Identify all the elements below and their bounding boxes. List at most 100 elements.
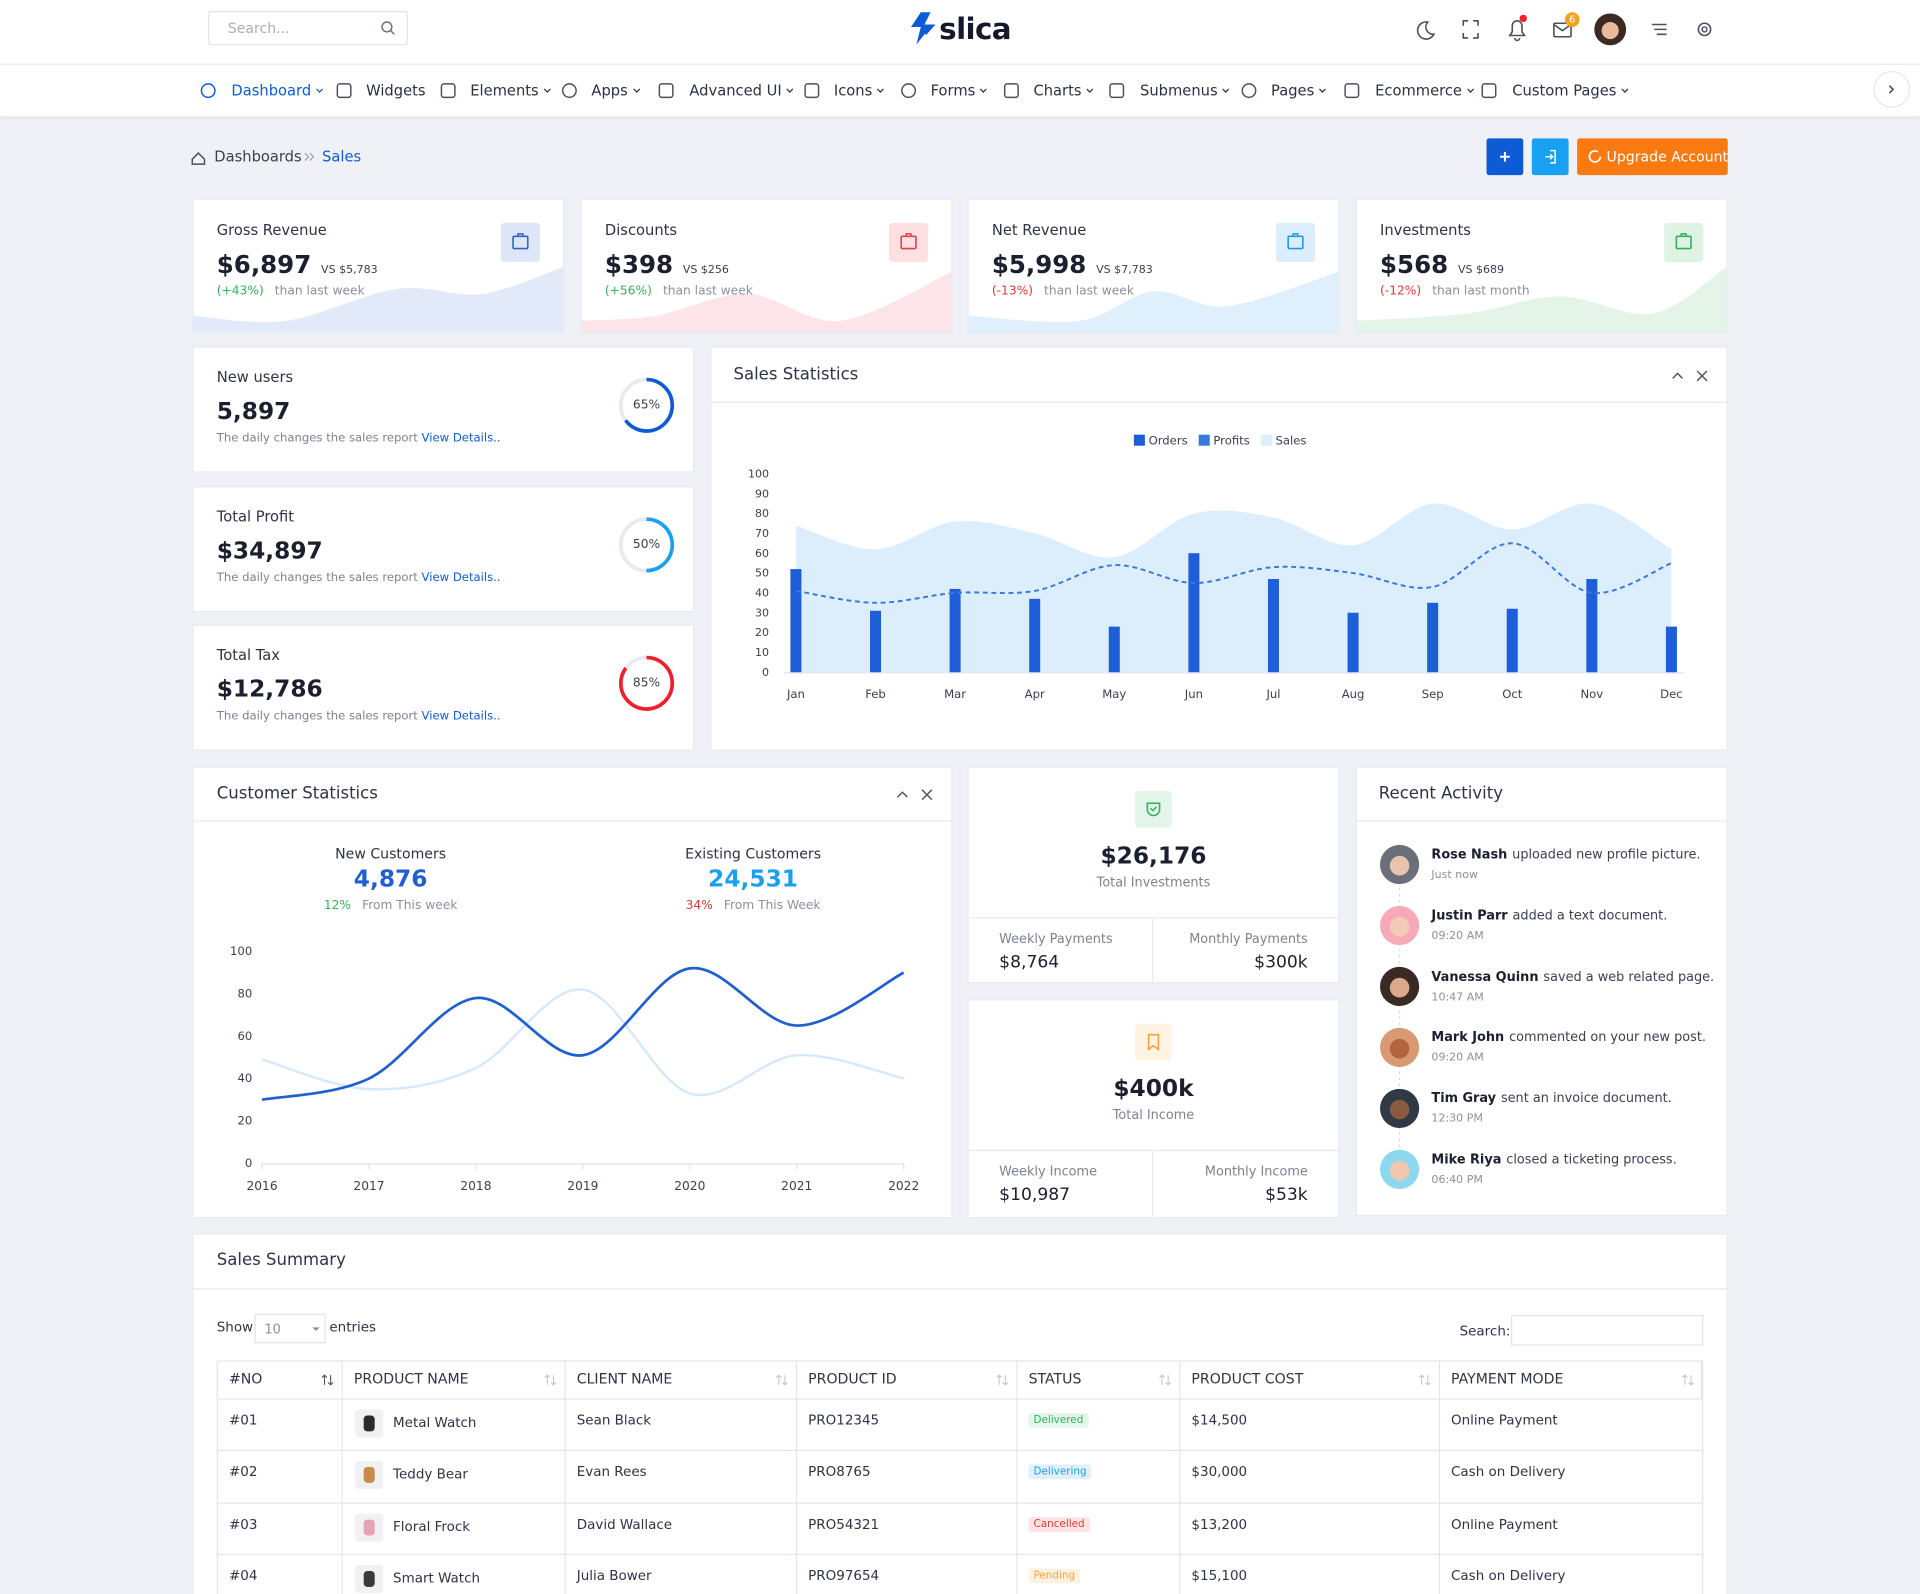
view-details-link[interactable]: View Details.. <box>421 709 501 724</box>
y-tick-label: 80 <box>755 507 769 520</box>
y-tick-label: 20 <box>755 626 769 639</box>
stat-icon-box <box>500 222 541 263</box>
search-input[interactable] <box>208 11 408 46</box>
view-details-link[interactable]: View Details.. <box>421 571 501 585</box>
cell: #01 <box>228 1412 258 1429</box>
breadcrumb-current: Sales <box>322 148 362 166</box>
table-column-border <box>1016 1360 1018 1594</box>
stat-change: (-13%) <box>991 284 1034 299</box>
breadcrumb-item[interactable]: Dashboards <box>214 148 302 166</box>
icon-part <box>312 1327 320 1332</box>
table-search-input[interactable] <box>1511 1315 1704 1346</box>
y-tick-label: 40 <box>237 1071 252 1085</box>
nav-item[interactable]: Submenus <box>1140 82 1230 99</box>
icon <box>1147 1033 1160 1051</box>
customer-stat-value: 24,531 <box>708 865 798 893</box>
upgrade-button[interactable] <box>1577 138 1728 176</box>
nav-item[interactable]: Forms <box>931 82 988 99</box>
column-header[interactable]: PRODUCT ID <box>808 1370 897 1388</box>
icon-part <box>804 83 820 99</box>
table-column-border <box>1438 1360 1441 1594</box>
icon <box>901 83 917 99</box>
x-tick-label: Mar <box>944 687 966 701</box>
column-header[interactable]: PAYMENT MODE <box>1451 1370 1564 1388</box>
icon <box>336 83 352 99</box>
cell: #04 <box>228 1567 258 1584</box>
activity-time: 10:47 AM <box>1431 991 1484 1004</box>
stat-change-row: (+43%) than last week <box>217 285 365 298</box>
totals-item-label: Weekly Income <box>999 1164 1097 1180</box>
x-tick-label: Jun <box>1184 687 1203 701</box>
stat-period: than last week <box>1044 284 1134 299</box>
x-tick-label: 2016 <box>246 1179 277 1193</box>
stat-value: $568 <box>1380 249 1449 280</box>
icon-part <box>1147 1033 1160 1051</box>
icon <box>1416 12 1712 46</box>
progress-title: Total Profit <box>216 508 295 526</box>
order-bar <box>1586 579 1598 673</box>
nav-item[interactable]: Apps <box>591 82 640 99</box>
ring-arc <box>618 517 675 573</box>
order-bar <box>1665 626 1677 673</box>
icon-part <box>1682 1374 1694 1386</box>
profit-line <box>795 542 1672 604</box>
table-row-border <box>216 1553 1703 1556</box>
icon-part <box>1418 1374 1431 1386</box>
nav-item[interactable]: Pages <box>1271 82 1327 99</box>
activity-name: Vanessa Quinn <box>1431 969 1539 984</box>
status-badge: Delivered <box>1028 1413 1089 1428</box>
nav-item[interactable]: Widgets <box>366 82 425 99</box>
chevron <box>980 85 988 93</box>
column-header[interactable]: STATUS <box>1028 1370 1082 1388</box>
search-placeholder: Search... <box>227 19 290 37</box>
totals-label: Total Income <box>1112 1108 1195 1123</box>
nav-item[interactable]: Icons <box>834 82 885 99</box>
stat-title: Discounts <box>604 221 678 239</box>
card-divider <box>1355 820 1728 822</box>
icon <box>911 12 936 48</box>
icon-part <box>1462 20 1479 39</box>
column-header[interactable]: PRODUCT NAME <box>353 1370 469 1388</box>
card-divider <box>1152 917 1154 984</box>
cell: PRO8765 <box>808 1463 871 1480</box>
nav-item[interactable]: Dashboard <box>231 82 324 100</box>
cell: Sean Black <box>576 1412 652 1429</box>
nav-item[interactable]: Charts <box>1033 82 1094 99</box>
icon <box>191 152 315 165</box>
card-divider <box>967 917 1340 919</box>
nav-next-button[interactable] <box>1873 71 1911 108</box>
icon-part <box>1519 14 1527 23</box>
icon-part <box>1697 22 1712 37</box>
icon <box>1481 83 1497 99</box>
column-header[interactable]: PRODUCT COST <box>1191 1370 1304 1388</box>
cell: Metal Watch <box>393 1414 477 1431</box>
icon <box>321 1374 334 1386</box>
nav-item[interactable]: Custom Pages <box>1512 82 1629 99</box>
icon <box>440 83 456 99</box>
nav-item[interactable]: Elements <box>470 82 551 99</box>
product-thumb-shape <box>363 1415 375 1432</box>
progress-value: $12,786 <box>216 675 323 703</box>
mail-badge: 6 <box>1569 14 1576 26</box>
cell: #03 <box>228 1516 258 1533</box>
icon-part <box>1416 21 1436 40</box>
view-details-link[interactable]: View Details.. <box>421 431 501 446</box>
icon-part <box>321 1374 334 1386</box>
y-tick-label: 100 <box>748 468 769 481</box>
card-divider <box>710 401 1728 403</box>
cell: #02 <box>228 1463 258 1480</box>
column-header[interactable]: CLIENT NAME <box>576 1370 673 1388</box>
nav-item[interactable]: Advanced UI <box>689 82 794 99</box>
nav-label: Dashboard <box>231 82 312 100</box>
column-header[interactable]: #NO <box>228 1370 263 1388</box>
nav-item[interactable]: Ecommerce <box>1375 82 1474 100</box>
nav-label: Ecommerce <box>1375 82 1462 100</box>
stat-value-row: $398 VS $256 <box>605 250 729 279</box>
stat-compare: VS $689 <box>1457 264 1505 277</box>
legend-label: Sales <box>1275 433 1306 447</box>
activity-time: 09:20 AM <box>1431 930 1484 943</box>
upgrade-button-label: Upgrade Account <box>1606 148 1729 166</box>
icon-part <box>1553 22 1572 38</box>
y-tick-label: 0 <box>245 1156 252 1170</box>
